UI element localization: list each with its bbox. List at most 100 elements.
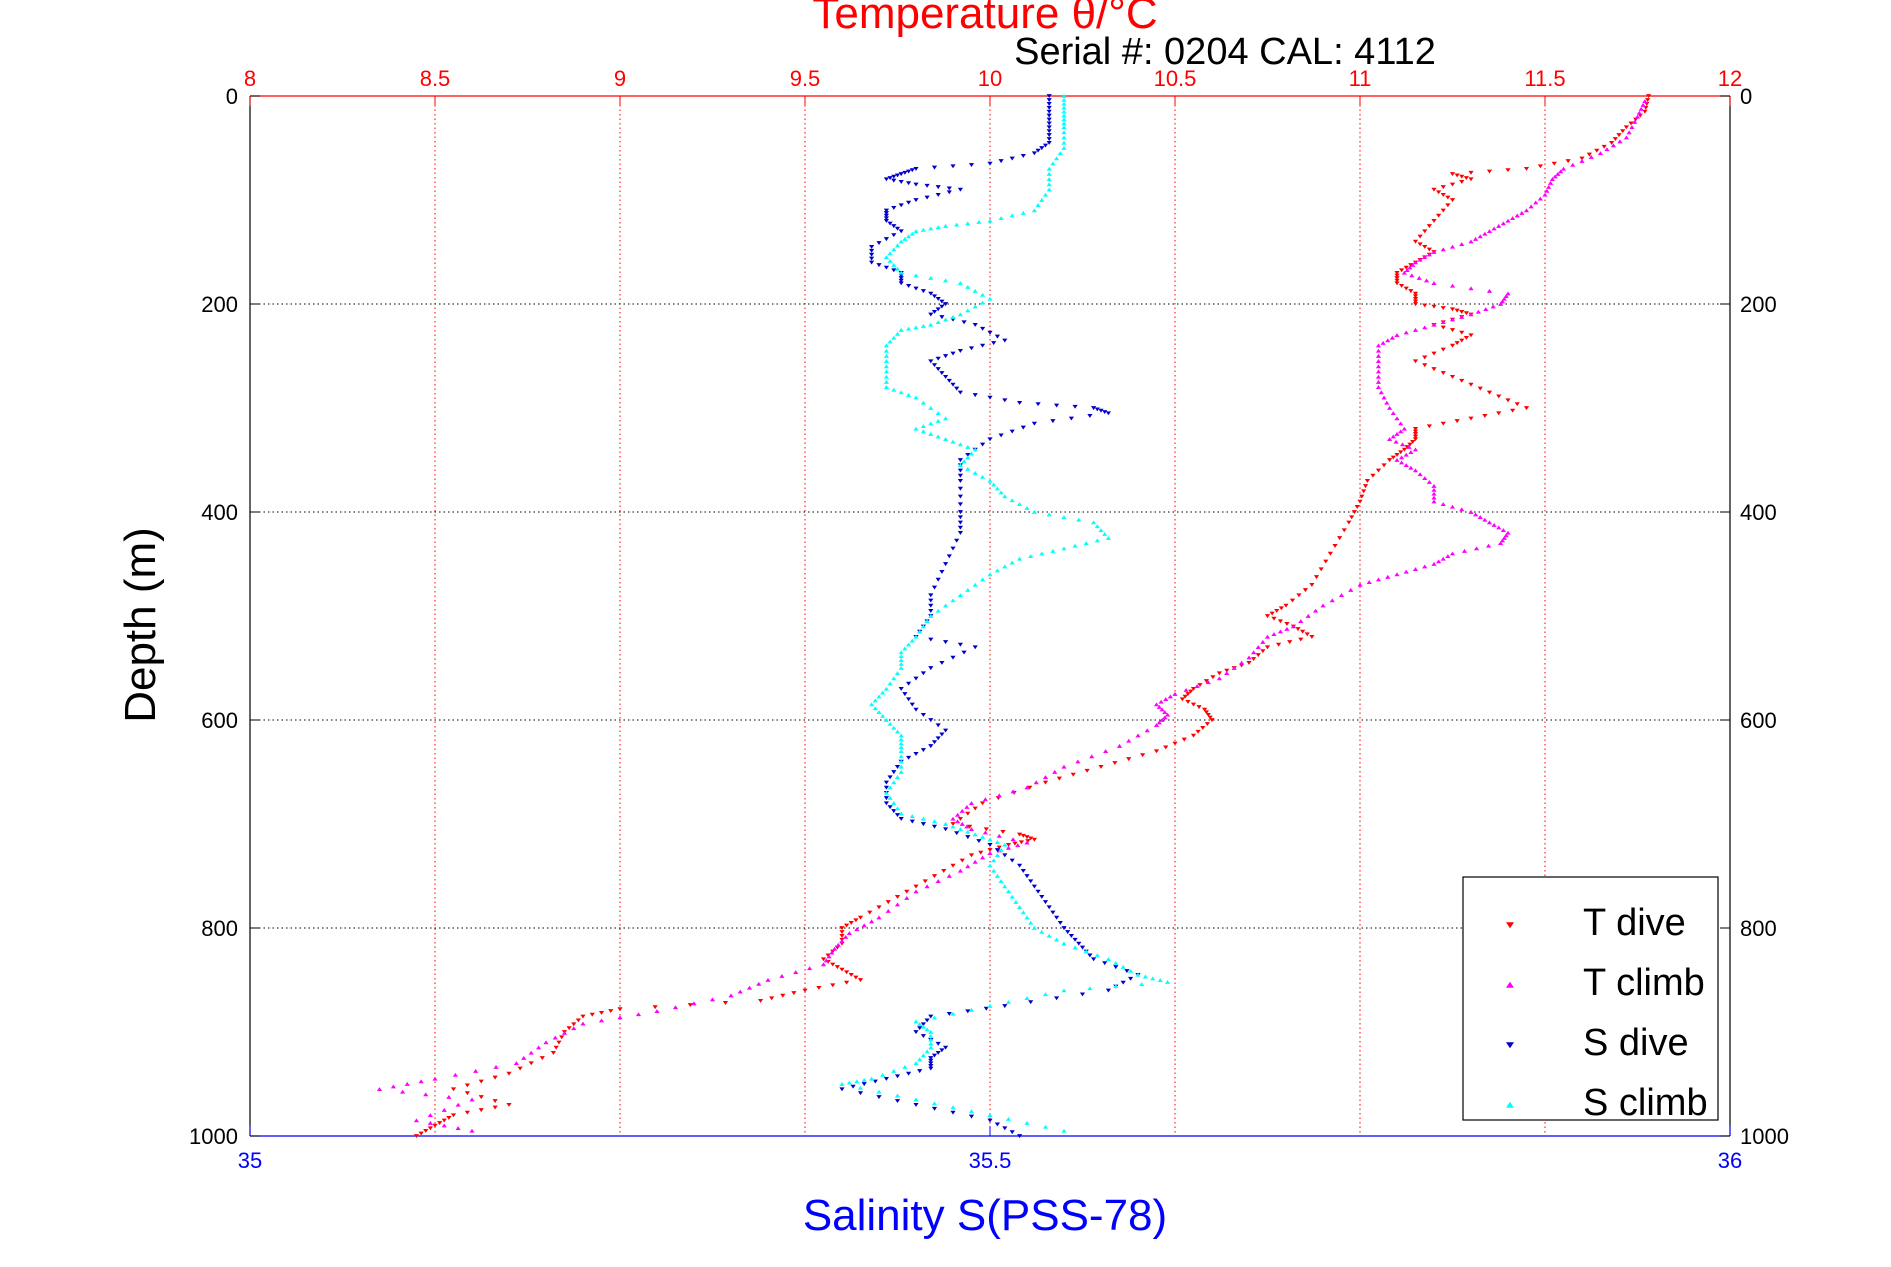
data-point bbox=[928, 613, 934, 618]
data-point bbox=[917, 1069, 923, 1074]
right-tick-label: 800 bbox=[1740, 916, 1777, 941]
data-point bbox=[894, 243, 901, 248]
data-point bbox=[972, 806, 978, 811]
data-point bbox=[844, 970, 850, 975]
data-point bbox=[1255, 645, 1261, 650]
data-point bbox=[1320, 603, 1326, 608]
data-point bbox=[780, 993, 786, 998]
data-point bbox=[857, 1091, 864, 1096]
data-point bbox=[980, 834, 986, 839]
data-point bbox=[1483, 307, 1489, 312]
data-point bbox=[1519, 210, 1525, 215]
data-point bbox=[1087, 413, 1093, 418]
data-point bbox=[1422, 564, 1428, 569]
data-point bbox=[1422, 303, 1428, 308]
data-point bbox=[1113, 984, 1119, 989]
data-point bbox=[1035, 203, 1041, 208]
data-point bbox=[1431, 367, 1437, 372]
top-tick-label: 11 bbox=[1349, 66, 1372, 91]
data-point bbox=[906, 392, 912, 397]
data-point bbox=[939, 304, 945, 309]
data-point bbox=[922, 879, 928, 884]
data-point bbox=[1287, 640, 1293, 645]
data-point bbox=[1269, 611, 1275, 616]
data-point bbox=[883, 780, 889, 785]
data-point bbox=[652, 1005, 658, 1010]
data-point bbox=[1623, 135, 1629, 140]
data-point bbox=[898, 203, 904, 208]
data-point bbox=[1431, 249, 1437, 254]
data-point bbox=[957, 868, 963, 873]
data-point bbox=[939, 569, 945, 574]
data-point bbox=[1190, 733, 1197, 738]
data-point bbox=[1496, 394, 1502, 399]
right-tick-label: 1000 bbox=[1740, 1124, 1789, 1149]
data-point bbox=[996, 833, 1002, 838]
data-point bbox=[1628, 121, 1634, 126]
data-point bbox=[1393, 439, 1399, 444]
bottom-tick-label: 36 bbox=[1718, 1148, 1742, 1173]
data-point bbox=[987, 1118, 993, 1123]
data-point bbox=[994, 840, 1000, 845]
data-point bbox=[980, 300, 986, 305]
data-point bbox=[1035, 889, 1041, 894]
data-point bbox=[943, 317, 949, 322]
data-point bbox=[965, 455, 971, 460]
data-point bbox=[1024, 915, 1030, 920]
data-point bbox=[1260, 639, 1266, 644]
data-point bbox=[839, 967, 845, 972]
data-point bbox=[1463, 335, 1469, 340]
data-point bbox=[1203, 710, 1210, 715]
data-point bbox=[1459, 179, 1465, 184]
data-point bbox=[950, 351, 956, 356]
data-point bbox=[1431, 499, 1437, 504]
data-point bbox=[1499, 299, 1506, 304]
data-point bbox=[1024, 835, 1030, 840]
data-point bbox=[939, 1048, 945, 1053]
data-point bbox=[924, 619, 930, 624]
data-point bbox=[1210, 675, 1216, 680]
data-point bbox=[1431, 187, 1437, 192]
data-point bbox=[909, 702, 915, 707]
data-point bbox=[1009, 429, 1015, 434]
data-point bbox=[946, 186, 952, 191]
data-point bbox=[935, 434, 941, 439]
data-point bbox=[1094, 524, 1100, 529]
data-point bbox=[876, 710, 882, 715]
data-point bbox=[1394, 416, 1400, 421]
data-point bbox=[931, 165, 938, 170]
data-point bbox=[980, 855, 986, 860]
data-point bbox=[1068, 933, 1074, 938]
data-point bbox=[883, 216, 889, 221]
data-point bbox=[1015, 843, 1021, 848]
data-point bbox=[1389, 335, 1395, 340]
data-point bbox=[571, 1022, 577, 1027]
data-point bbox=[965, 1009, 971, 1014]
data-point bbox=[1052, 769, 1058, 774]
data-point bbox=[1380, 340, 1386, 345]
data-point bbox=[935, 1050, 941, 1055]
data-point bbox=[1610, 143, 1617, 148]
data-point bbox=[928, 1037, 934, 1042]
data-point bbox=[928, 1066, 934, 1071]
data-point bbox=[1046, 182, 1052, 187]
data-point bbox=[1440, 208, 1446, 213]
data-point bbox=[906, 755, 912, 760]
data-point bbox=[1473, 236, 1479, 241]
data-point bbox=[1634, 114, 1641, 119]
data-point bbox=[1424, 278, 1430, 283]
data-point bbox=[1505, 218, 1511, 223]
data-point bbox=[887, 221, 893, 226]
data-point bbox=[965, 285, 971, 289]
data-point bbox=[1533, 200, 1539, 205]
data-point bbox=[1638, 106, 1644, 111]
data-point bbox=[1298, 637, 1304, 642]
data-point bbox=[1412, 239, 1419, 244]
legend-marker bbox=[1506, 981, 1514, 988]
data-point bbox=[839, 930, 845, 934]
data-point bbox=[1046, 129, 1052, 134]
data-point bbox=[1496, 411, 1502, 416]
data-point bbox=[834, 965, 840, 970]
data-point bbox=[1445, 554, 1451, 559]
